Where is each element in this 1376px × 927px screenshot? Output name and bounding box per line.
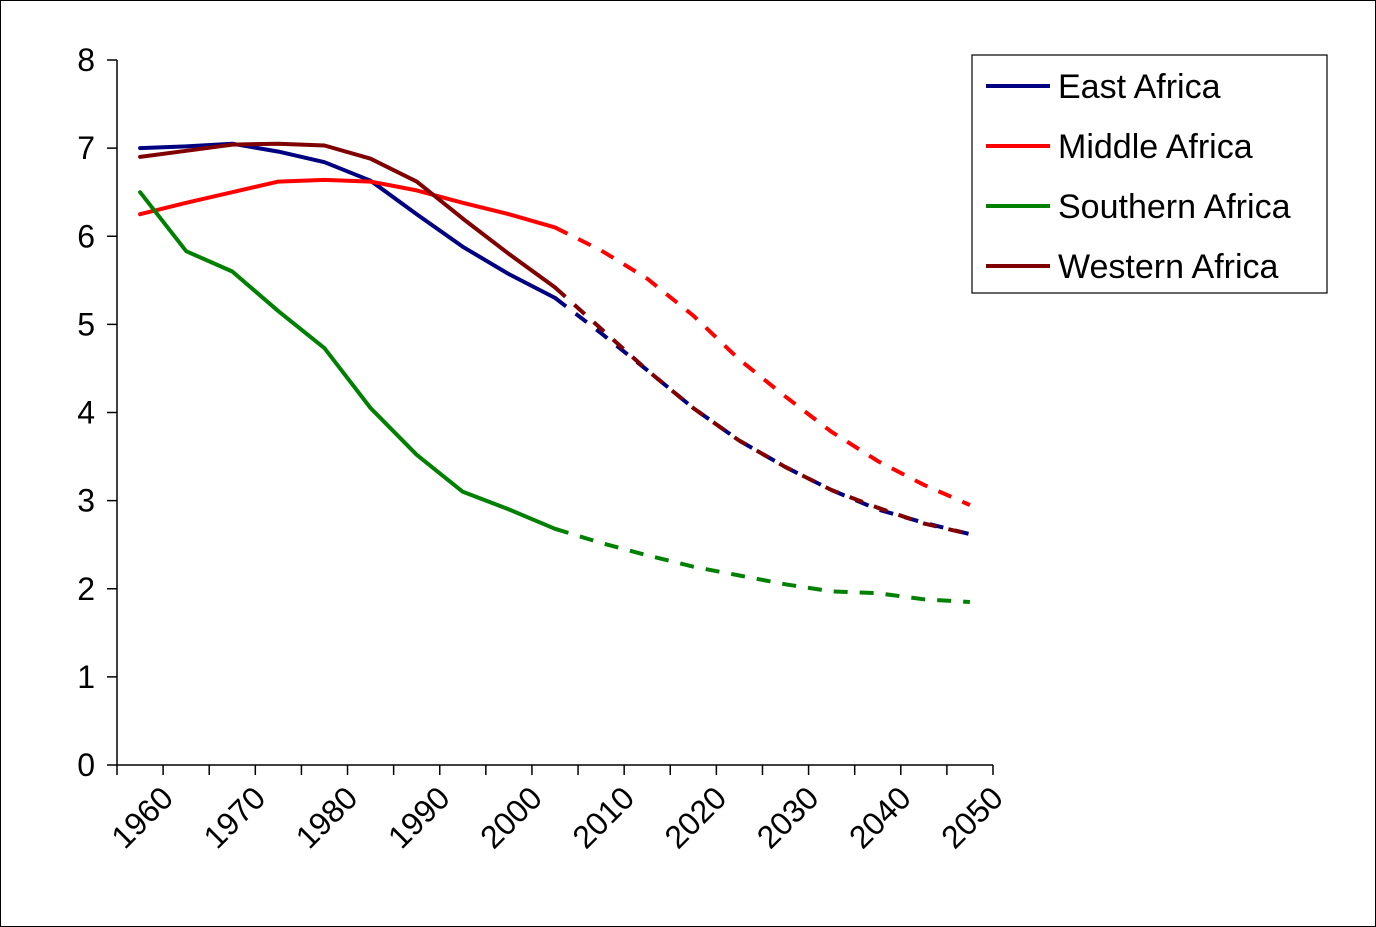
series-line-middle-africa [138, 177, 557, 230]
legend: East Africa Middle Africa Southern Africa W… [971, 54, 1328, 294]
y-tick-label: 3 [77, 483, 95, 519]
y-tick-label: 0 [77, 747, 95, 783]
y-tick-label: 4 [77, 395, 95, 431]
y-tick-label: 8 [77, 42, 95, 78]
series-projection-middle-africa [554, 225, 971, 507]
legend-box [971, 54, 1328, 294]
y-tick-label: 5 [77, 306, 95, 342]
series-line-southern-africa [138, 190, 557, 531]
series-projection-southern-africa [554, 526, 971, 604]
legend-label-western-africa: Western Africa [1058, 248, 1279, 286]
legend-label-southern-africa: Southern Africa [1058, 188, 1291, 226]
series-lines [138, 141, 971, 604]
series-projection-east-africa [553, 296, 971, 537]
series-line-western-africa [138, 141, 557, 290]
series-projection-western-africa [553, 285, 971, 537]
y-tick-label: 2 [77, 571, 95, 607]
y-tick-label: 6 [77, 218, 95, 254]
y-ticks: 0 1 2 3 4 5 6 7 8 [77, 42, 117, 783]
y-tick-label: 1 [77, 659, 95, 695]
legend-label-east-africa: East Africa [1058, 68, 1221, 106]
legend-label-middle-africa: Middle Africa [1058, 128, 1253, 166]
series-line-east-africa [138, 141, 557, 300]
y-tick-label: 7 [77, 130, 95, 166]
